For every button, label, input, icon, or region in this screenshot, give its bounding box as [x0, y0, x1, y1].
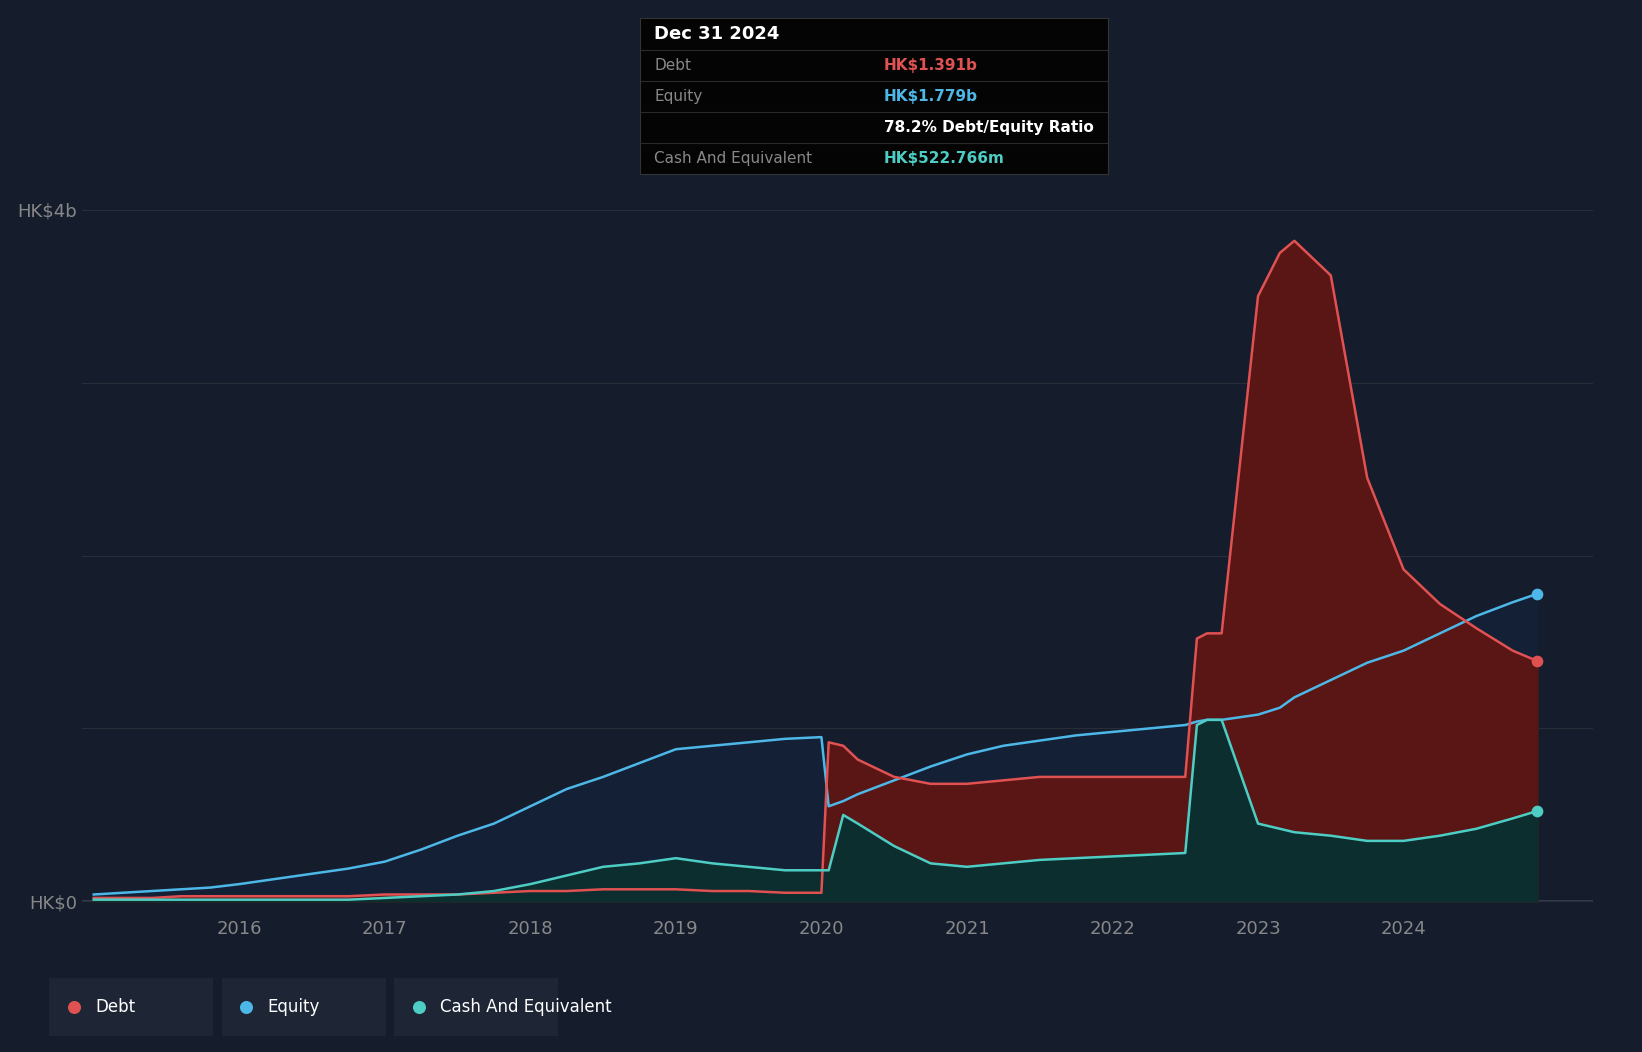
- Text: Equity: Equity: [268, 998, 320, 1016]
- Text: Debt: Debt: [95, 998, 135, 1016]
- Point: [61, 999, 87, 1016]
- Text: 78.2% Debt/Equity Ratio: 78.2% Debt/Equity Ratio: [883, 120, 1094, 135]
- Point: [406, 999, 432, 1016]
- Text: Cash And Equivalent: Cash And Equivalent: [440, 998, 612, 1016]
- Text: Cash And Equivalent: Cash And Equivalent: [655, 151, 813, 166]
- Point: [1524, 803, 1550, 820]
- Text: Debt: Debt: [655, 58, 691, 73]
- Point: [1524, 585, 1550, 602]
- Point: [233, 999, 259, 1016]
- Point: [1524, 652, 1550, 669]
- Text: HK$1.779b: HK$1.779b: [883, 89, 977, 104]
- Text: Equity: Equity: [655, 89, 703, 104]
- Text: HK$522.766m: HK$522.766m: [883, 151, 1005, 166]
- Text: Dec 31 2024: Dec 31 2024: [655, 25, 780, 43]
- Text: HK$1.391b: HK$1.391b: [883, 58, 977, 73]
